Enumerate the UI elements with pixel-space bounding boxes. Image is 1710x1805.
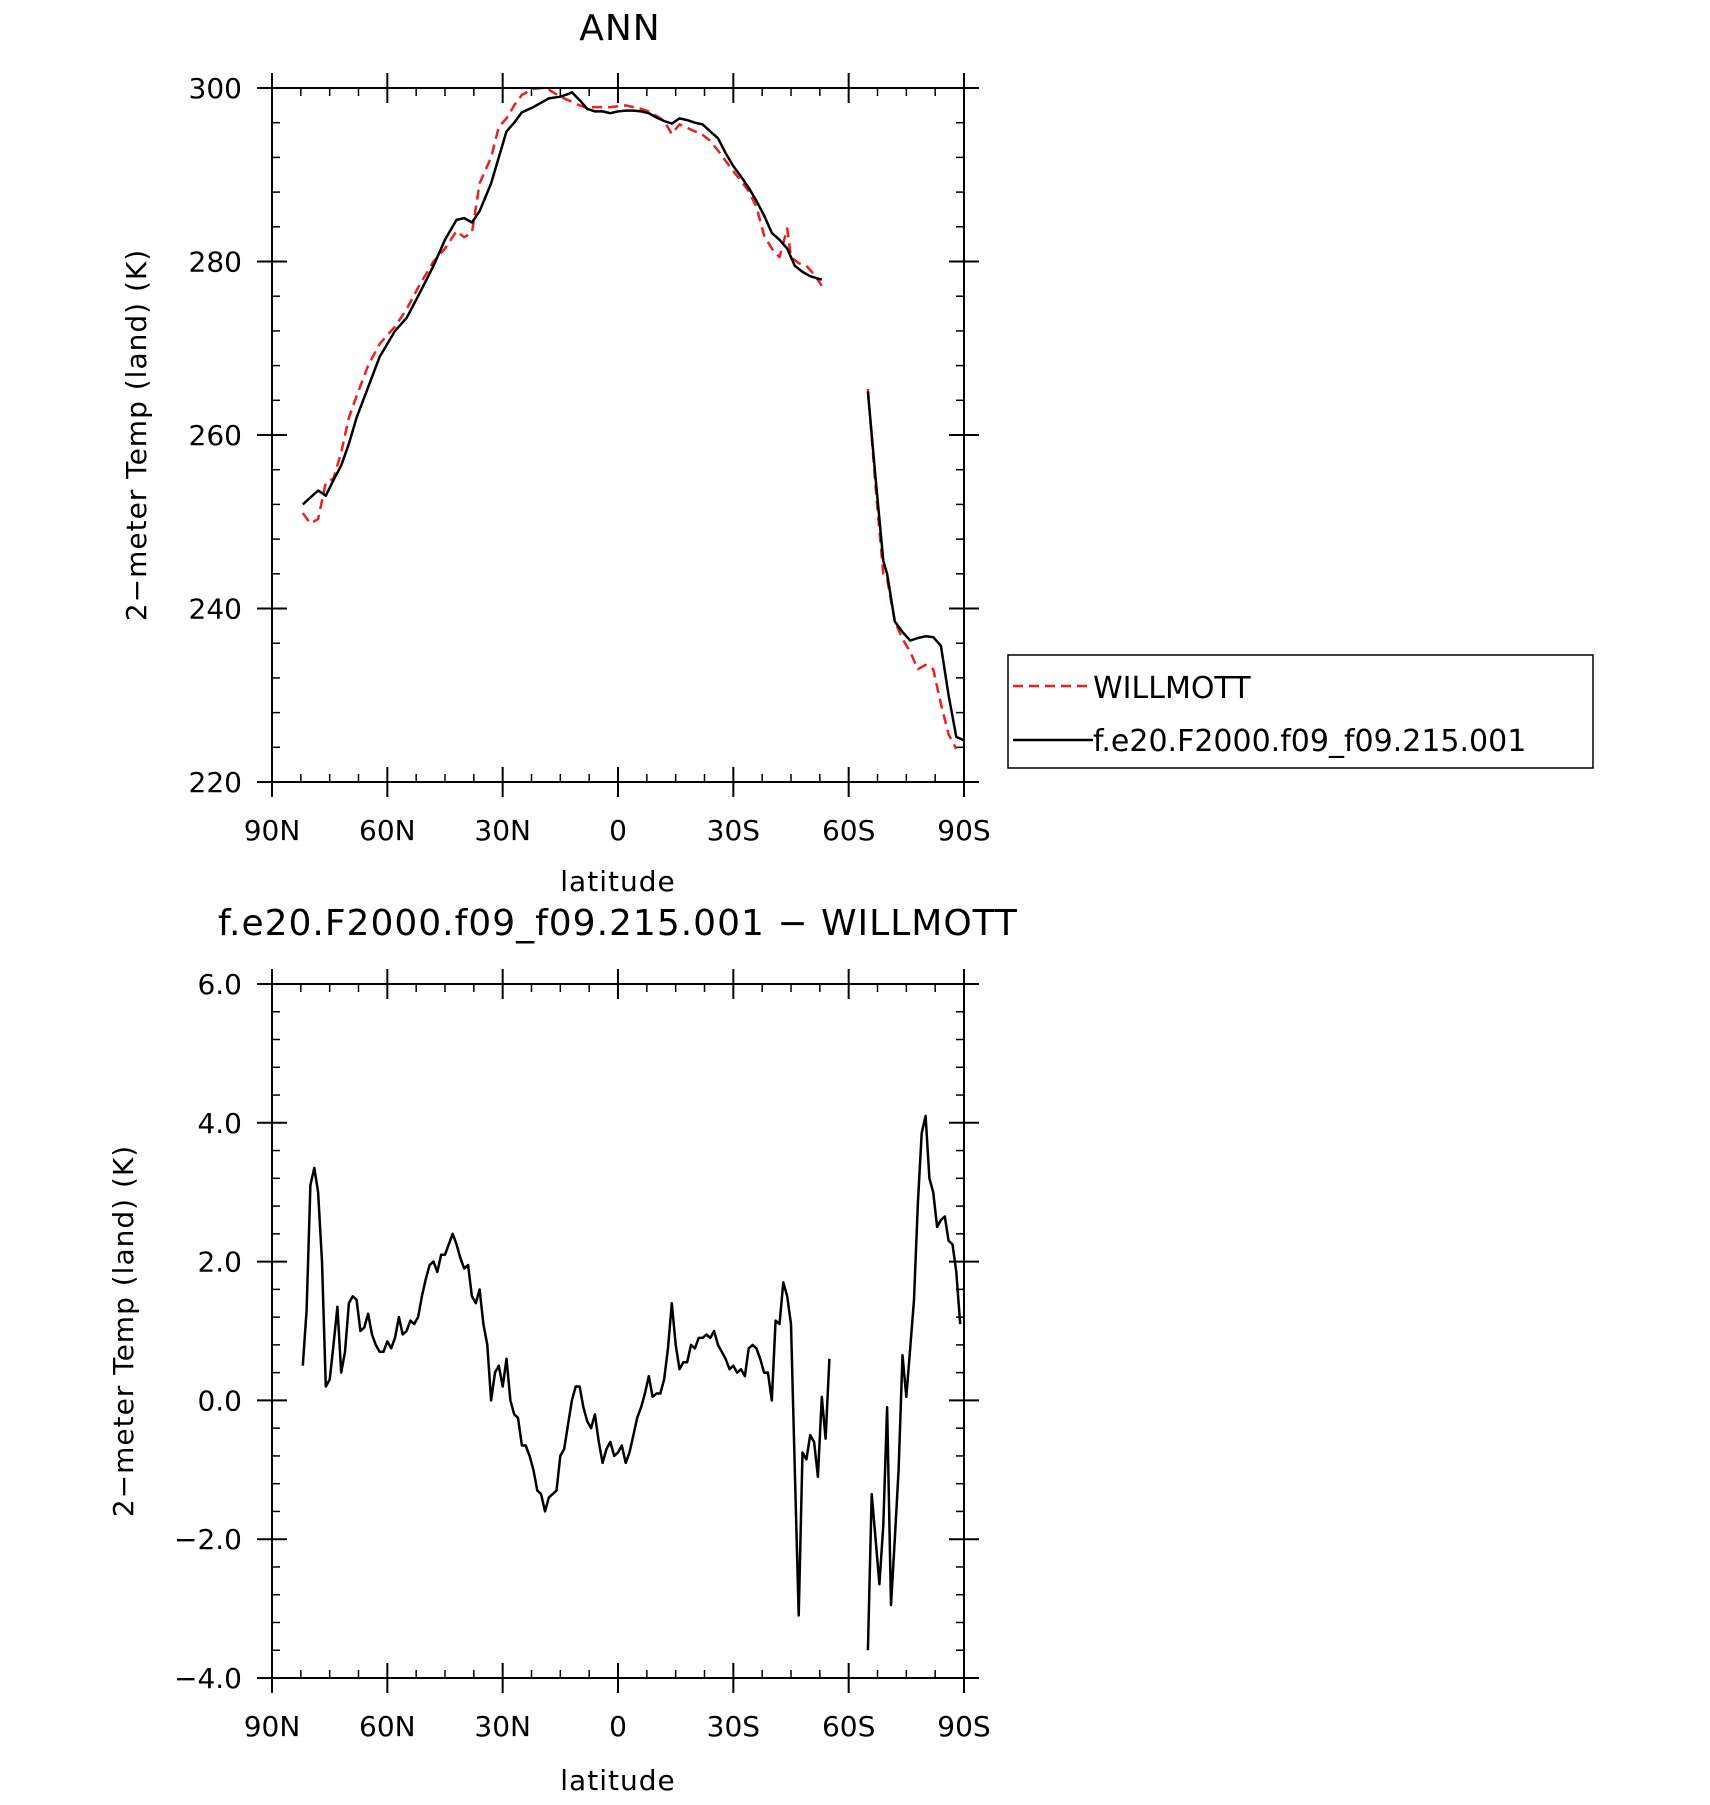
willmott-series-line	[301, 86, 823, 525]
y-tick-label: 4.0	[197, 1107, 242, 1140]
x-tick-label: 0	[609, 1710, 627, 1743]
y-tick-label: 260	[189, 419, 242, 452]
y-tick-label: 220	[189, 766, 242, 799]
bottom-tick-labels: −4.0 −2.0 0.0 2.0 4.0 6.0 90N 60N 30N 0 30S 60S 90S	[174, 968, 991, 1743]
x-tick-label: 60N	[359, 814, 416, 847]
y-tick-label: 6.0	[197, 968, 242, 1001]
model-series-line	[866, 391, 965, 742]
x-tick-label: 60N	[359, 1710, 416, 1743]
x-tick-label: 90N	[244, 1710, 301, 1743]
y-tick-label: 280	[189, 246, 242, 279]
bottom-x-axis-label: latitude	[560, 1764, 675, 1797]
bottom-plot-frame	[271, 983, 965, 1679]
difference-series-line	[301, 1166, 831, 1617]
bottom-y-axis-label: 2−meter Temp (land) (K)	[107, 1145, 140, 1517]
y-tick-label: 240	[189, 593, 242, 626]
top-chart-title: ANN	[579, 8, 661, 49]
x-tick-label: 30S	[707, 1710, 760, 1743]
legend-label-model: f.e20.F2000.f09_f09.215.001	[1093, 724, 1526, 759]
x-tick-label: 0	[609, 814, 627, 847]
top-panel: ANN 220 240 260 280 300 90N 60N 30N 0 30S 60S 90S l…	[120, 8, 991, 898]
y-tick-label: 0.0	[197, 1384, 242, 1417]
legend-label-willmott: WILLMOTT	[1093, 671, 1251, 706]
top-y-axis-label: 2−meter Temp (land) (K)	[120, 249, 153, 621]
y-tick-label: 300	[189, 72, 242, 105]
willmott-series-line	[866, 388, 958, 750]
bottom-series-lines	[301, 1114, 962, 1651]
top-series-lines	[301, 86, 965, 750]
x-tick-label: 30N	[474, 814, 531, 847]
bottom-chart-title: f.e20.F2000.f09_f09.215.001 − WILLMOTT	[218, 903, 1018, 944]
top-x-axis-label: latitude	[560, 865, 675, 898]
model-series-line	[301, 91, 823, 506]
legend: WILLMOTT f.e20.F2000.f09_f09.215.001	[1007, 654, 1594, 769]
x-tick-label: 90S	[937, 1710, 990, 1743]
y-tick-label: −4.0	[174, 1662, 242, 1695]
top-plot-frame	[271, 87, 965, 783]
difference-series-line	[866, 1114, 962, 1651]
y-tick-label: 2.0	[197, 1246, 242, 1279]
legend-box	[1007, 654, 1594, 769]
x-tick-label: 90N	[244, 814, 301, 847]
x-tick-label: 60S	[822, 814, 875, 847]
y-tick-label: −2.0	[174, 1523, 242, 1556]
top-tick-labels: 220 240 260 280 300 90N 60N 30N 0 30S 60S 90S	[189, 72, 991, 847]
x-tick-label: 30S	[707, 814, 760, 847]
x-tick-label: 30N	[474, 1710, 531, 1743]
x-tick-label: 90S	[937, 814, 990, 847]
bottom-panel: f.e20.F2000.f09_f09.215.001 − WILLMOTT −…	[107, 903, 1018, 1797]
x-tick-label: 60S	[822, 1710, 875, 1743]
